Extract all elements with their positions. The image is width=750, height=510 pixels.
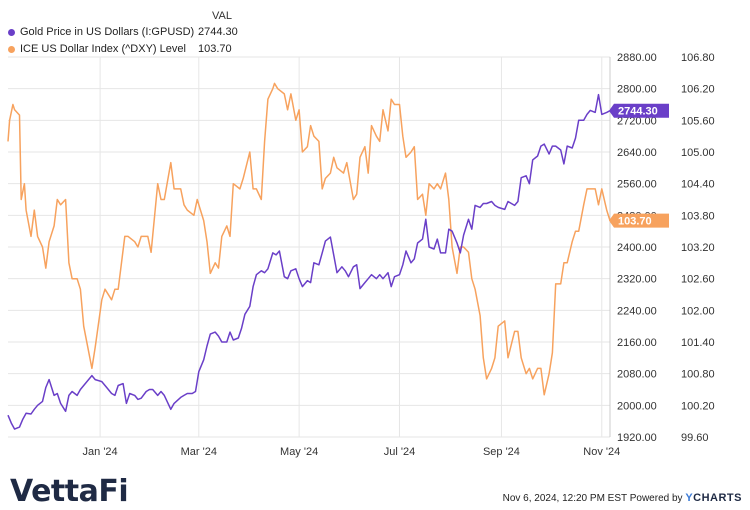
axis-layer: 1920.00 99.60 2000.00 100.20 2080.00 100.80 21… bbox=[83, 52, 715, 458]
x-tick-label: Nov '24 bbox=[583, 446, 620, 458]
x-tick-label: Sep '24 bbox=[483, 446, 520, 458]
ycharts-logo[interactable]: YCHARTS bbox=[685, 492, 742, 504]
legend-dxy-label: ICE US Dollar Index (^DXY) Level bbox=[20, 43, 186, 55]
gold-series-line[interactable] bbox=[7, 93, 611, 430]
badge-layer: 2744.30 103.70 bbox=[609, 103, 669, 228]
y-right-tick-label: 104.40 bbox=[681, 179, 715, 191]
footer-brand: VettaFi bbox=[10, 474, 129, 509]
gold-series-dot-icon bbox=[8, 29, 15, 36]
ycharts-wordmark: CHARTS bbox=[693, 492, 742, 504]
x-tick-label: Jul '24 bbox=[384, 446, 415, 458]
series-layer bbox=[7, 82, 611, 430]
y-right-tick-label: 100.80 bbox=[681, 369, 715, 381]
y-left-tick-label: 2320.00 bbox=[617, 274, 657, 286]
y-left-tick-label: 2880.00 bbox=[617, 52, 657, 64]
legend-gold-value: 2744.30 bbox=[198, 26, 238, 38]
y-left-tick-label: 2160.00 bbox=[617, 337, 657, 349]
legend-dxy-value: 103.70 bbox=[198, 43, 232, 55]
x-tick-label: May '24 bbox=[280, 446, 318, 458]
dxy-last-value-badge: 103.70 bbox=[609, 213, 669, 228]
dxy-series-dot-icon bbox=[8, 46, 15, 53]
legend-gold-label: Gold Price in US Dollars (I:GPUSD) bbox=[20, 26, 195, 38]
y-right-tick-label: 102.60 bbox=[681, 274, 715, 286]
y-left-tick-label: 2560.00 bbox=[617, 179, 657, 191]
y-right-tick-label: 100.20 bbox=[681, 400, 715, 412]
ycharts-y-mark: Y bbox=[685, 492, 694, 504]
y-left-tick-label: 2000.00 bbox=[617, 400, 657, 412]
footer-attribution: Nov 6, 2024, 12:20 PM EST Powered by YCH… bbox=[503, 492, 742, 504]
y-right-tick-label: 102.00 bbox=[681, 305, 715, 317]
y-left-tick-label: 2080.00 bbox=[617, 369, 657, 381]
y-left-tick-label: 2800.00 bbox=[617, 84, 657, 96]
gold-last-value-badge: 2744.30 bbox=[609, 103, 669, 118]
y-right-tick-label: 106.20 bbox=[681, 84, 715, 96]
y-left-tick-label: 2640.00 bbox=[617, 147, 657, 159]
y-right-tick-label: 105.60 bbox=[681, 115, 715, 127]
y-right-tick-label: 101.40 bbox=[681, 337, 715, 349]
last-value-label: 103.70 bbox=[618, 216, 652, 228]
x-tick-label: Mar '24 bbox=[181, 446, 217, 458]
y-right-tick-label: 106.80 bbox=[681, 52, 715, 64]
footer-timestamp: Nov 6, 2024, 12:20 PM EST Powered by bbox=[502, 493, 683, 504]
plot-area: 1920.00 99.60 2000.00 100.20 2080.00 100.80 21… bbox=[7, 52, 715, 458]
y-left-tick-label: 2240.00 bbox=[617, 305, 657, 317]
legend-header-val: VAL bbox=[212, 10, 232, 22]
y-right-tick-label: 103.80 bbox=[681, 210, 715, 222]
x-tick-label: Jan '24 bbox=[83, 446, 118, 458]
y-right-tick-label: 105.00 bbox=[681, 147, 715, 159]
y-left-tick-label: 2720.00 bbox=[617, 115, 657, 127]
y-left-tick-label: 1920.00 bbox=[617, 432, 657, 444]
y-right-tick-label: 99.60 bbox=[681, 432, 709, 444]
dxy-series-line[interactable] bbox=[7, 82, 611, 396]
y-right-tick-label: 103.20 bbox=[681, 242, 715, 254]
y-left-tick-label: 2400.00 bbox=[617, 242, 657, 254]
last-value-label: 2744.30 bbox=[618, 106, 658, 118]
grid-layer bbox=[8, 56, 611, 438]
vettafi-logo: VettaFi bbox=[10, 474, 129, 509]
